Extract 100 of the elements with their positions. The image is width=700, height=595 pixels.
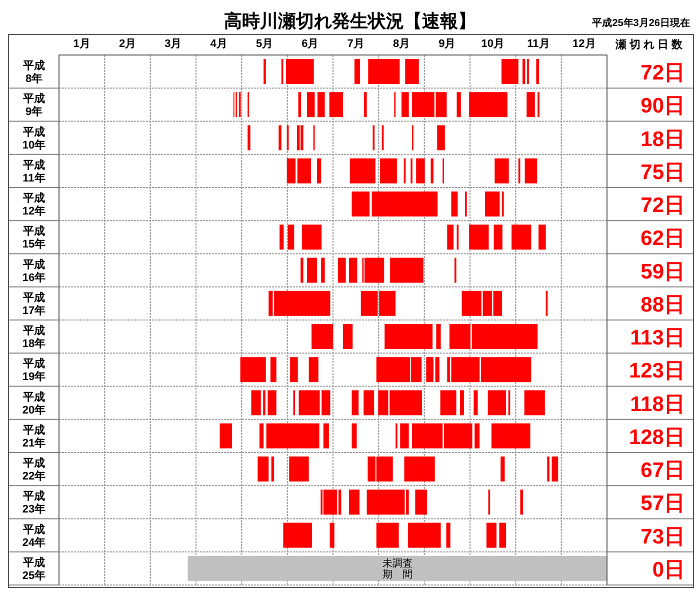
bar xyxy=(300,125,304,150)
bar xyxy=(286,59,314,84)
bar xyxy=(259,423,264,448)
y-tick-label: 平成 9年 xyxy=(22,92,45,118)
bar xyxy=(499,522,506,548)
bar xyxy=(494,224,502,250)
x-tick-label: 11月 xyxy=(527,38,550,50)
chart-title: 高時川瀬切れ発生状況【速報】 xyxy=(224,11,476,31)
bar xyxy=(366,490,405,515)
bar xyxy=(321,258,325,283)
text: 113日 xyxy=(630,326,685,350)
x-tick-label: 6月 xyxy=(302,38,319,50)
bar xyxy=(526,92,535,118)
bar xyxy=(251,390,261,416)
bar xyxy=(474,390,478,416)
bar xyxy=(298,92,302,118)
bar xyxy=(290,357,298,382)
bar xyxy=(343,324,353,349)
bar xyxy=(270,357,276,382)
bar xyxy=(488,390,506,416)
text: 瀬 切 れ 日 数 xyxy=(614,38,684,52)
bar xyxy=(308,357,318,382)
data-label: 未調査期 間 xyxy=(382,557,412,580)
x-tick-label: 10月 xyxy=(481,38,504,50)
bar xyxy=(352,423,357,448)
bar xyxy=(469,92,508,118)
bar xyxy=(323,490,338,515)
y-tick-label: 平成 15年 xyxy=(22,224,46,251)
x-tick-label: 5月 xyxy=(256,38,274,50)
text: 90日 xyxy=(640,94,685,118)
bar xyxy=(380,158,397,184)
bar xyxy=(437,125,445,150)
bar xyxy=(338,258,346,283)
bar xyxy=(289,456,309,482)
y-tick-label: 平成 20年 xyxy=(22,390,46,416)
bar xyxy=(329,92,344,118)
bar xyxy=(348,258,358,283)
bar xyxy=(416,158,425,184)
y-tick-label: 平成 24年 xyxy=(22,522,46,549)
bar xyxy=(440,390,456,416)
bar xyxy=(512,224,532,250)
bar xyxy=(430,158,434,184)
bar xyxy=(436,324,441,349)
bar xyxy=(288,224,294,250)
text: 88日 xyxy=(640,293,685,316)
y-tick-label: 平成 19年 xyxy=(22,357,46,384)
bar xyxy=(538,224,546,250)
bar xyxy=(404,456,435,482)
bar xyxy=(446,522,450,548)
bar xyxy=(297,158,312,184)
bar xyxy=(283,522,312,548)
bar xyxy=(500,456,505,482)
bar xyxy=(271,456,274,482)
bar xyxy=(520,490,523,515)
text: 62日 xyxy=(640,227,685,250)
bar xyxy=(354,59,360,84)
bar xyxy=(352,390,359,416)
bar xyxy=(330,522,334,548)
bar xyxy=(426,357,434,382)
bar xyxy=(266,423,320,448)
bar xyxy=(240,357,266,382)
bar xyxy=(402,92,409,118)
text: 59日 xyxy=(640,260,685,284)
y-tick-label: 平成 23年 xyxy=(22,490,46,516)
y-tick-label: 平成 25年 xyxy=(22,556,46,582)
bar xyxy=(312,324,333,349)
y-tick-label: 平成 10年 xyxy=(22,125,46,152)
bar xyxy=(552,456,558,482)
text: 128日 xyxy=(628,426,685,449)
bar xyxy=(278,125,282,150)
bar xyxy=(469,224,489,250)
bar xyxy=(372,192,438,216)
text: 67日 xyxy=(640,459,685,482)
y-tick-label: 平成 12年 xyxy=(22,192,46,218)
text: 123日 xyxy=(628,360,685,383)
text: 0日 xyxy=(652,558,685,582)
bar xyxy=(364,390,374,416)
x-tick-label: 3月 xyxy=(164,38,182,50)
text: 18日 xyxy=(640,128,685,151)
bar xyxy=(352,192,370,216)
bar xyxy=(384,324,433,349)
bar xyxy=(280,224,284,250)
bar xyxy=(522,59,526,84)
bar xyxy=(286,158,296,184)
y-tick-label: 平成 22年 xyxy=(22,456,46,483)
bar xyxy=(376,522,399,548)
text: 118日 xyxy=(630,392,685,416)
bar xyxy=(524,390,545,416)
bar xyxy=(306,92,315,118)
x-tick-label: 9月 xyxy=(438,38,456,50)
bar xyxy=(317,158,322,184)
bar xyxy=(296,125,300,150)
bar xyxy=(524,158,538,184)
y-tick-label: 平成 11年 xyxy=(22,158,46,184)
bar xyxy=(268,390,276,416)
text: 75日 xyxy=(640,160,685,184)
bar xyxy=(474,423,480,448)
bar xyxy=(323,423,329,448)
bar xyxy=(364,258,384,283)
y-tick-label: 平成 16年 xyxy=(22,258,46,284)
